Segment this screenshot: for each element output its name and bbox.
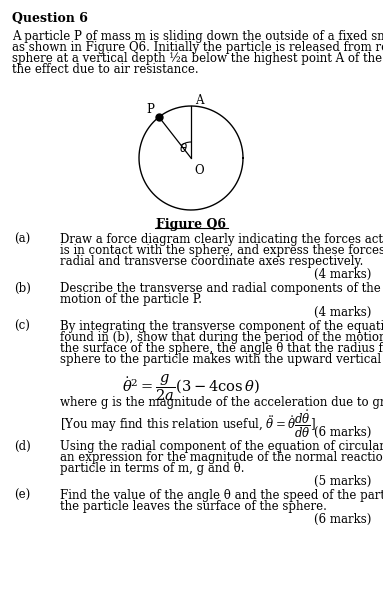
Text: the effect due to air resistance.: the effect due to air resistance. [12, 63, 199, 76]
Text: the surface of the sphere, the angle θ that the radius from the centre O of the: the surface of the sphere, the angle θ t… [60, 342, 383, 355]
Text: motion of the particle P.: motion of the particle P. [60, 293, 202, 306]
Text: (4 marks): (4 marks) [314, 306, 371, 319]
Text: Question 6: Question 6 [12, 12, 88, 25]
Text: $\theta$: $\theta$ [179, 142, 188, 155]
Text: (d): (d) [14, 440, 31, 453]
Text: Describe the transverse and radial components of the equation for the circular: Describe the transverse and radial compo… [60, 282, 383, 295]
Text: found in (b), show that during the period of the motion before the particle leav: found in (b), show that during the perio… [60, 331, 383, 344]
Text: Using the radial component of the equation of circular motion found in (b), find: Using the radial component of the equati… [60, 440, 383, 453]
Text: Figure Q6: Figure Q6 [156, 218, 226, 231]
Text: (a): (a) [14, 233, 30, 246]
Text: radial and transverse coordinate axes respectively.: radial and transverse coordinate axes re… [60, 255, 363, 268]
Text: is in contact with the sphere, and express these forces in terms of eᵣ and eθ, t: is in contact with the sphere, and expre… [60, 244, 383, 257]
Text: (5 marks): (5 marks) [314, 475, 371, 488]
Text: where g is the magnitude of the acceleration due to gravity.: where g is the magnitude of the accelera… [60, 396, 383, 409]
Text: O: O [194, 164, 204, 177]
Text: (6 marks): (6 marks) [314, 513, 371, 526]
Text: By integrating the transverse component of the equation of circular motion: By integrating the transverse component … [60, 320, 383, 333]
Text: an expression for the magnitude of the normal reaction from the sphere on the: an expression for the magnitude of the n… [60, 451, 383, 464]
Text: as shown in Figure Q6. Initially the particle is released from rest from a point: as shown in Figure Q6. Initially the par… [12, 41, 383, 54]
Text: the particle leaves the surface of the sphere.: the particle leaves the surface of the s… [60, 500, 327, 513]
Text: Draw a force diagram clearly indicating the forces acting on the particle when i: Draw a force diagram clearly indicating … [60, 233, 383, 246]
Text: $\dot{\theta}^2 = \dfrac{g}{2a}(3 - 4\cos\theta)$: $\dot{\theta}^2 = \dfrac{g}{2a}(3 - 4\co… [122, 372, 260, 403]
Text: A particle P of mass m is sliding down the outside of a fixed smooth sphere of r: A particle P of mass m is sliding down t… [12, 30, 383, 43]
Text: sphere at a vertical depth ½a below the highest point A of the sphere. You may n: sphere at a vertical depth ½a below the … [12, 52, 383, 65]
Text: (b): (b) [14, 282, 31, 295]
Text: Find the value of the angle θ and the speed of the particle at the instant when: Find the value of the angle θ and the sp… [60, 489, 383, 502]
Text: particle in terms of m, g and θ.: particle in terms of m, g and θ. [60, 462, 244, 475]
Text: (e): (e) [14, 489, 30, 502]
Text: (4 marks): (4 marks) [314, 268, 371, 281]
Text: sphere to the particle makes with the upward vertical OA, satisfy the equation,: sphere to the particle makes with the up… [60, 353, 383, 366]
Text: [You may find this relation useful, $\ddot{\theta} = \dot{\theta}\dfrac{d\dot{\t: [You may find this relation useful, $\dd… [60, 409, 316, 440]
Text: (6 marks): (6 marks) [314, 426, 371, 439]
Text: A: A [195, 94, 203, 107]
Text: P: P [146, 103, 154, 116]
Text: (c): (c) [14, 320, 30, 333]
